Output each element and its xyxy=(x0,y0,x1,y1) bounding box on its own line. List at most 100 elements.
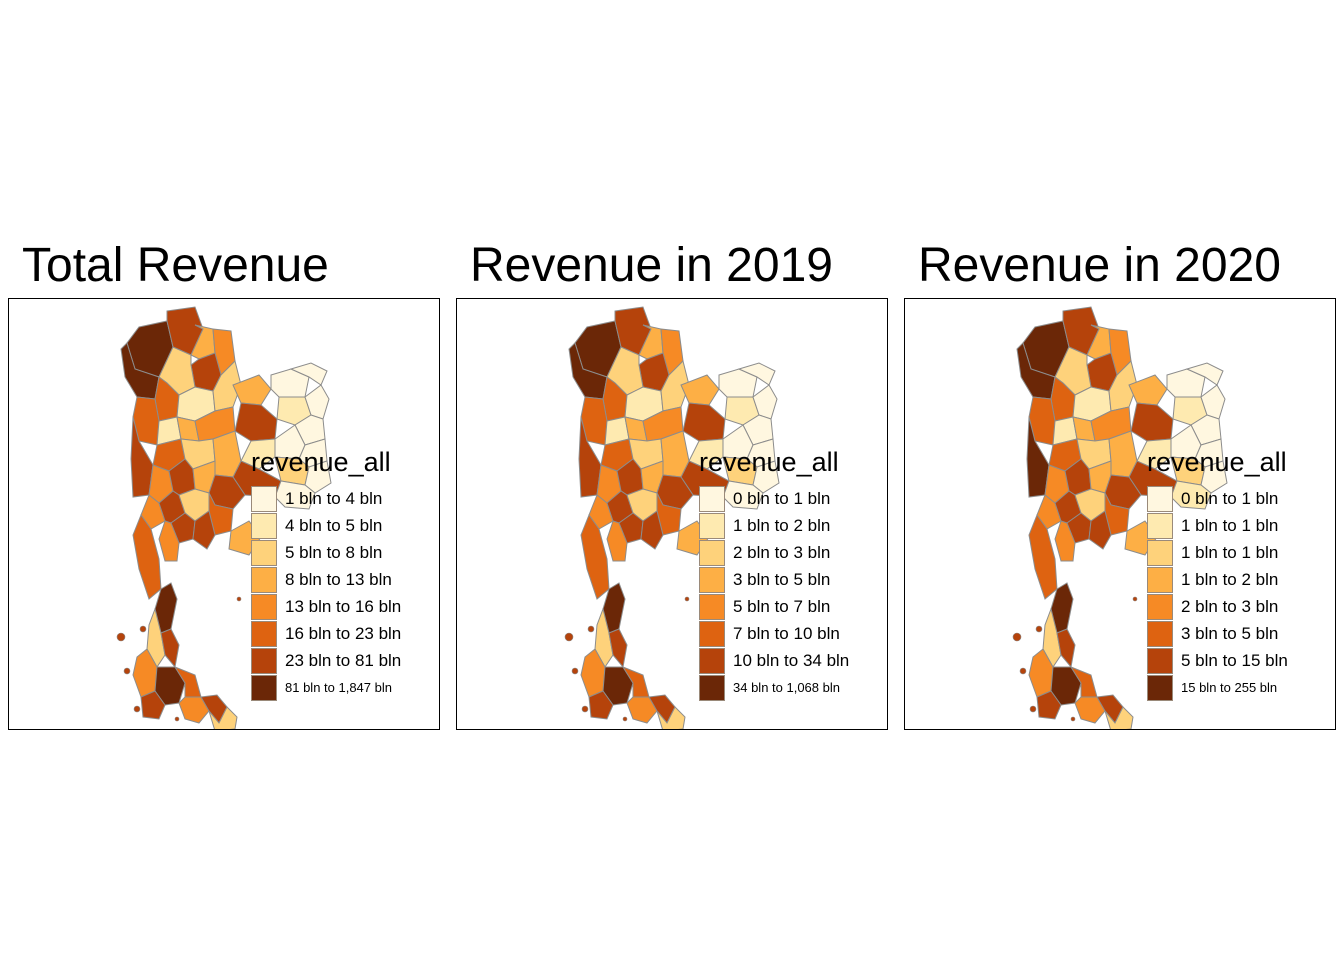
island-region xyxy=(1019,667,1027,675)
province-region xyxy=(680,374,720,406)
province-region xyxy=(1036,690,1062,720)
island-region xyxy=(622,716,628,722)
legend-item: 15 bln to 255 bln xyxy=(1147,674,1333,701)
panel-title: Revenue in 2020 xyxy=(918,239,1281,292)
legend-title: revenue_all xyxy=(699,447,839,477)
map-frame: revenue_all 0 bln to 1 bln 1 bln to 1 bln… xyxy=(904,298,1336,730)
legend-title: revenue_all xyxy=(1147,447,1287,477)
province-region xyxy=(688,438,724,470)
island-region xyxy=(1132,596,1138,602)
legend-item: 1 bln to 2 bln xyxy=(699,512,885,539)
province-region xyxy=(304,460,332,494)
province-region xyxy=(160,628,180,669)
legend-item: 23 bln to 81 bln xyxy=(251,647,437,674)
province-region xyxy=(580,513,610,600)
province-region xyxy=(737,362,776,386)
island-region xyxy=(571,667,579,675)
province-region xyxy=(588,690,614,720)
map-legend: revenue_all 0 bln to 1 bln 1 bln to 2 bln… xyxy=(699,447,885,701)
legend-label: 4 bln to 5 bln xyxy=(285,515,383,535)
island-region xyxy=(684,596,690,602)
island-region xyxy=(139,625,147,633)
island-region xyxy=(116,632,126,642)
province-region xyxy=(158,520,180,562)
legend-item: 0 bln to 1 bln xyxy=(1147,485,1333,512)
legend-item: 8 bln to 13 bln xyxy=(251,566,437,593)
province-region xyxy=(1028,513,1058,600)
legend-label: 2 bln to 3 bln xyxy=(1181,596,1279,616)
legend-swatch xyxy=(699,539,725,566)
province-region xyxy=(232,374,272,406)
legend-label: 2 bln to 3 bln xyxy=(733,542,831,562)
island-region xyxy=(587,625,595,633)
map-panel-2020: Revenue in 2020 revenue_all 0 bln to 1 b… xyxy=(904,236,1336,730)
legend-label: 1 bln to 4 bln xyxy=(285,488,383,508)
legend-item: 3 bln to 5 bln xyxy=(699,566,885,593)
legend-label: 81 bln to 1,847 bln xyxy=(285,680,392,695)
legend-item: 81 bln to 1,847 bln xyxy=(251,674,437,701)
legend-label: 13 bln to 16 bln xyxy=(285,596,402,616)
province-region xyxy=(1088,510,1112,550)
province-region xyxy=(1200,384,1226,420)
legend-swatch xyxy=(699,566,725,593)
island-region xyxy=(1012,632,1022,642)
legend-swatch xyxy=(1147,512,1173,539)
legend-swatch xyxy=(699,512,725,539)
map-frame: revenue_all 0 bln to 1 bln 1 bln to 2 bln… xyxy=(456,298,888,730)
legend-swatch xyxy=(699,620,725,647)
island-region xyxy=(236,596,242,602)
province-region xyxy=(640,510,664,550)
legend-swatch xyxy=(251,647,277,674)
legend-item: 5 bln to 8 bln xyxy=(251,539,437,566)
island-region xyxy=(133,705,141,713)
province-region xyxy=(1185,362,1224,386)
legend-label: 7 bln to 10 bln xyxy=(733,623,840,643)
legend-label: 8 bln to 13 bln xyxy=(285,569,392,589)
legend-swatch xyxy=(251,566,277,593)
legend-item: 1 bln to 2 bln xyxy=(1147,566,1333,593)
legend-item: 5 bln to 7 bln xyxy=(699,593,885,620)
legend-swatch xyxy=(1147,593,1173,620)
legend-label: 16 bln to 23 bln xyxy=(285,623,402,643)
legend-item: 1 bln to 1 bln xyxy=(1147,512,1333,539)
province-region xyxy=(1200,460,1228,494)
island-region xyxy=(564,632,574,642)
island-region xyxy=(1035,625,1043,633)
province-region xyxy=(1108,430,1138,478)
legend-item: 4 bln to 5 bln xyxy=(251,512,437,539)
legend-swatch xyxy=(1147,485,1173,512)
province-region xyxy=(660,430,690,478)
province-region xyxy=(1128,374,1168,406)
legend-label: 1 bln to 1 bln xyxy=(1181,515,1279,535)
legend-swatch xyxy=(1147,647,1173,674)
province-region xyxy=(752,460,780,494)
map-frame: revenue_all 1 bln to 4 bln 4 bln to 5 bln… xyxy=(8,298,440,730)
province-region xyxy=(208,706,238,729)
map-panel-total: Total Revenue revenue_all 1 bln to 4 bln… xyxy=(8,236,440,730)
legend-label: 5 bln to 8 bln xyxy=(285,542,383,562)
legend-label: 0 bln to 1 bln xyxy=(1181,488,1279,508)
choropleth-map xyxy=(116,306,332,729)
legend-swatch xyxy=(699,647,725,674)
legend-label: 10 bln to 34 bln xyxy=(733,650,850,670)
legend-swatch xyxy=(251,512,277,539)
legend-title: revenue_all xyxy=(251,447,391,477)
legend-item: 16 bln to 23 bln xyxy=(251,620,437,647)
province-region xyxy=(682,402,726,442)
legend-swatch xyxy=(699,674,725,701)
legend-swatch xyxy=(1147,566,1173,593)
province-region xyxy=(212,430,242,478)
legend-label: 1 bln to 2 bln xyxy=(1181,569,1279,589)
legend-label: 34 bln to 1,068 bln xyxy=(733,680,840,695)
province-region xyxy=(606,520,628,562)
province-region xyxy=(1056,628,1076,669)
panel-title: Total Revenue xyxy=(22,239,329,292)
province-region xyxy=(192,510,216,550)
legend-swatch xyxy=(251,620,277,647)
legend-swatch xyxy=(699,485,725,512)
island-region xyxy=(174,716,180,722)
province-region xyxy=(234,402,278,442)
province-region xyxy=(289,362,328,386)
legend-swatch xyxy=(699,593,725,620)
map-panel-2019: Revenue in 2019 revenue_all 0 bln to 1 b… xyxy=(456,236,888,730)
